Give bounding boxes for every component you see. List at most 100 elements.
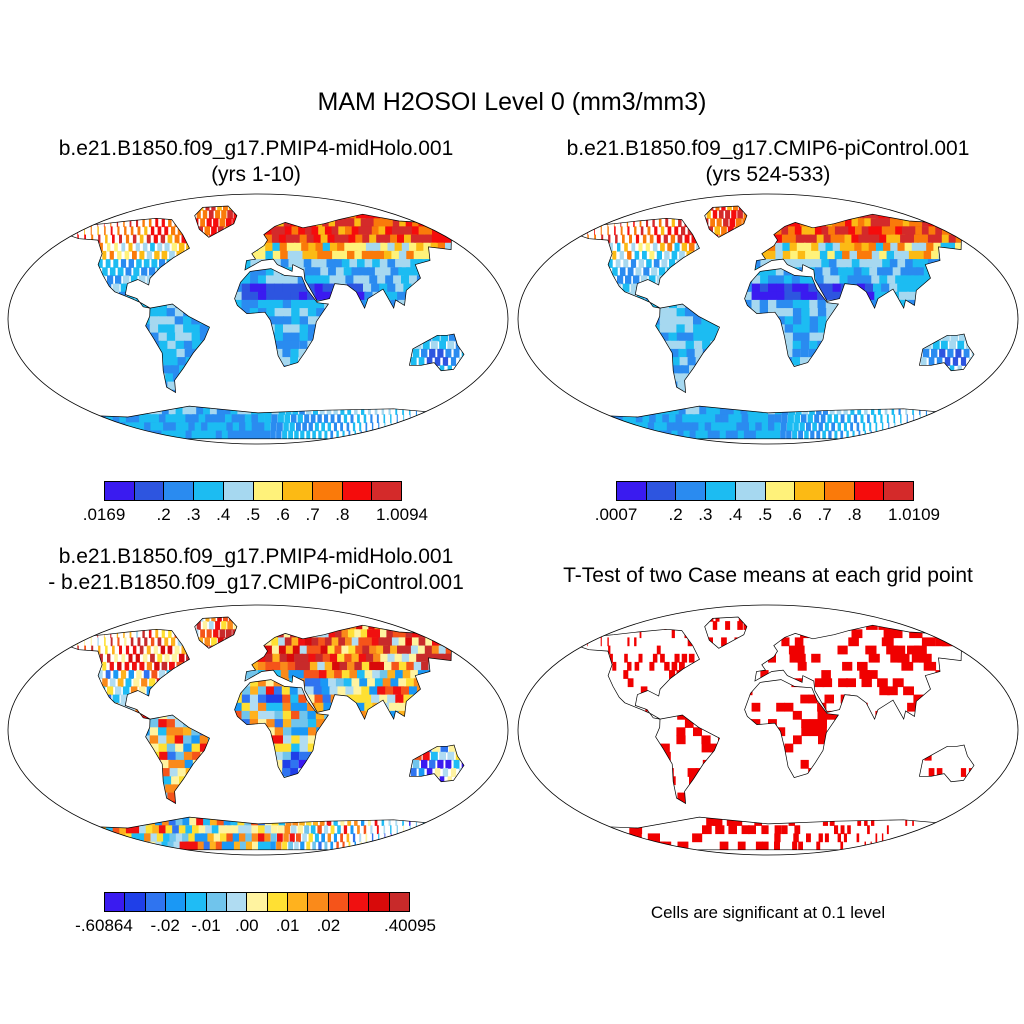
coastline-northAmerica — [66, 217, 190, 309]
map-field — [569, 206, 974, 439]
panel-title-diff-line1: b.e21.B1850.f09_g17.PMIP4-midHolo.001 — [58, 545, 454, 568]
panel-title-diff-line2: - b.e21.B1850.f09_g17.CMIP6-piControl.00… — [48, 571, 464, 594]
map-case2 — [517, 193, 1019, 445]
colorbar-diff-swatch — [348, 893, 370, 911]
colorbar-case1-swatch — [253, 482, 284, 500]
colorbar-case2-label: .4 — [728, 505, 743, 524]
panel-title-case1: b.e21.B1850.f09_g17.PMIP4-midHolo.001 (y… — [6, 136, 506, 188]
colorbar-diff-swatch — [105, 893, 126, 911]
colorbar-case1-label: .6 — [275, 505, 290, 524]
coastline-southAmerica — [655, 303, 720, 394]
panel-title-ttest: T-Test of two Case means at each grid po… — [518, 563, 1018, 589]
colorbar-case1-label: .8 — [335, 505, 350, 524]
panel-title-ttest-line1: T-Test of two Case means at each grid po… — [563, 564, 973, 587]
panel-title-case1-line1: b.e21.B1850.f09_g17.PMIP4-midHolo.001 — [58, 137, 454, 160]
colorbar-diff — [104, 892, 410, 912]
coastline-eurasia — [244, 213, 463, 310]
map-ttest — [517, 604, 1019, 856]
panel-title-case2-line2: (yrs 524-533) — [705, 163, 831, 186]
colorbar-case2-swatch — [854, 482, 885, 500]
map-field — [59, 617, 464, 850]
panel-title-case2: b.e21.B1850.f09_g17.CMIP6-piControl.001 … — [518, 136, 1018, 188]
map-field — [569, 617, 974, 850]
coastline-australia — [408, 333, 465, 372]
colorbar-diff-swatch — [308, 893, 329, 911]
coastline-southAmerica — [145, 303, 210, 394]
coastline-antarctica — [58, 405, 457, 440]
ttest-significance-note: Cells are significant at 0.1 level — [650, 903, 886, 922]
map-border — [517, 604, 1019, 856]
panel-title-case1-line2: (yrs 1-10) — [211, 163, 301, 186]
coastline-greenland — [194, 205, 238, 238]
coastline-africa — [234, 268, 330, 368]
colorbar-diff-swatch — [287, 893, 309, 911]
colorbar-case2-swatch — [676, 482, 707, 500]
colorbar-diff-label: .40095 — [384, 916, 436, 935]
colorbar-diff-label: .01 — [275, 916, 300, 935]
colorbar-case1 — [104, 481, 402, 501]
colorbar-diff-swatch — [125, 893, 146, 911]
coastline-antarctica — [58, 816, 457, 851]
coastline-southAmerica — [145, 714, 210, 805]
colorbar-diff-swatch — [226, 893, 248, 911]
coastline-northAmerica — [66, 628, 190, 720]
map-border — [517, 193, 1019, 445]
map-border — [7, 193, 509, 445]
colorbar-diff-label: .02 — [316, 916, 341, 935]
colorbar-case1-swatch — [105, 482, 135, 500]
panel-title-case2-line1: b.e21.B1850.f09_g17.CMIP6-piControl.001 — [566, 137, 970, 160]
colorbar-case2-label: .5 — [757, 505, 773, 524]
colorbar-case1-swatch — [164, 482, 195, 500]
colorbar-case2-label: .8 — [847, 505, 862, 524]
coastline-northAmerica — [576, 628, 700, 720]
colorbar-diff-label: -.01 — [191, 916, 221, 935]
map-border — [7, 604, 509, 856]
colorbar-diff-swatch — [206, 893, 227, 911]
colorbar-case2-swatch — [884, 482, 914, 500]
colorbar-case2-label: .6 — [787, 505, 802, 524]
coastline-greenland — [704, 616, 748, 649]
figure-title: MAM H2OSOI Level 0 (mm3/mm3) — [317, 88, 707, 116]
colorbar-case1-swatch — [134, 482, 165, 500]
colorbar-diff-swatch — [328, 893, 349, 911]
coastline-antarctica — [568, 816, 967, 851]
colorbar-case2-swatch — [795, 482, 825, 500]
colorbar-case1-label: .7 — [305, 505, 320, 524]
colorbar-case1-label: .3 — [186, 505, 201, 524]
coastline-africa — [744, 679, 840, 779]
colorbar-diff-swatch — [186, 893, 207, 911]
colorbar-case2-label: .0007 — [594, 505, 638, 524]
coastline-antarctica — [568, 405, 967, 440]
coastline-greenland — [194, 616, 238, 649]
colorbar-case2 — [616, 481, 914, 501]
colorbar-case1-swatch — [223, 482, 254, 500]
colorbar-case1-swatch — [283, 482, 313, 500]
colorbar-case1-swatch — [342, 482, 373, 500]
colorbar-diff-swatch — [165, 893, 187, 911]
colorbar-diff-swatch — [267, 893, 288, 911]
colorbar-case1-label: .5 — [245, 505, 261, 524]
colorbar-diff-swatch — [247, 893, 268, 911]
coastline-africa — [744, 268, 840, 368]
colorbar-case2-swatch — [765, 482, 796, 500]
map-diff — [7, 604, 509, 856]
coastline-eurasia — [754, 624, 973, 721]
map-field — [59, 206, 464, 439]
colorbar-case2-label: .7 — [817, 505, 832, 524]
colorbar-case1-swatch — [194, 482, 224, 500]
colorbar-case2-swatch — [617, 482, 647, 500]
colorbar-diff-swatch — [389, 893, 409, 911]
coastline-eurasia — [244, 624, 463, 721]
colorbar-diff-label: -.60864 — [75, 916, 133, 935]
panel-title-diff: b.e21.B1850.f09_g17.PMIP4-midHolo.001 - … — [6, 544, 506, 596]
colorbar-case2-label: .2 — [668, 505, 683, 524]
colorbar-diff-label: -.02 — [150, 916, 180, 935]
colorbar-case1-swatch — [312, 482, 343, 500]
coastline-southAmerica — [655, 714, 720, 805]
colorbar-case1-label: .2 — [156, 505, 171, 524]
coastline-australia — [408, 744, 465, 783]
coastline-australia — [918, 333, 975, 372]
map-case1 — [7, 193, 509, 445]
colorbar-case1-label: .4 — [216, 505, 231, 524]
colorbar-diff-label: .00 — [234, 916, 259, 935]
